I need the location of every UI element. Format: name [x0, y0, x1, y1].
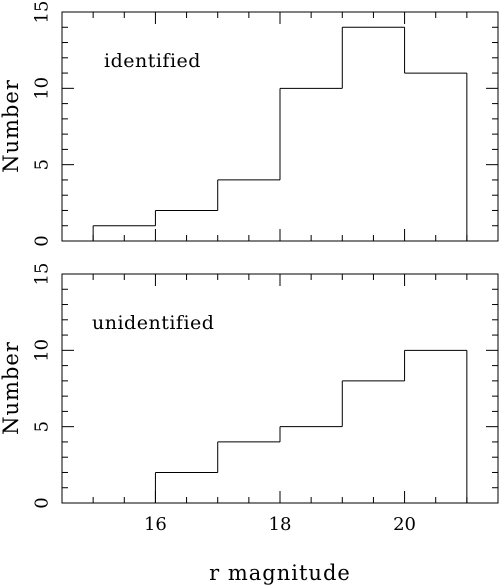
- unidentified-y-tick-label: 15: [32, 263, 53, 286]
- unidentified-y-axis-label: Number: [0, 341, 23, 435]
- identified-histogram-bin: [341, 26, 405, 89]
- identified-histogram-bin: [404, 27, 468, 241]
- unidentified-histogram-bin: [154, 471, 218, 503]
- x-axis-label: r magnitude: [209, 561, 351, 585]
- unidentified-panel: unidentified Number r magnitude 0 5 10 15 16…: [0, 263, 499, 585]
- unidentified-y-tick-label: 0: [32, 497, 53, 508]
- unidentified-histogram-bin: [279, 426, 343, 442]
- unidentified-x-tick-label: 16: [144, 514, 167, 535]
- identified-y-tick-label: 10: [32, 77, 53, 100]
- identified-histogram-bin: [217, 179, 280, 211]
- unidentified-x-tick-label: 20: [393, 514, 416, 535]
- identified-y-axis-label: Number: [0, 79, 23, 173]
- unidentified-x-tick-label: 18: [269, 514, 292, 535]
- identified-histogram-bin: [279, 87, 343, 180]
- identified-histogram-bin: [154, 209, 218, 226]
- unidentified-histogram-bin: [404, 349, 468, 503]
- unidentified-histogram-bin: [217, 441, 280, 473]
- unidentified-y-tick-label: 5: [32, 421, 53, 432]
- unidentified-y-tick-label: 10: [32, 339, 53, 362]
- identified-histogram-bin: [92, 225, 156, 241]
- unidentified-histogram-bin: [341, 380, 405, 427]
- identified-panel: identified Number 0 5 10 15: [0, 1, 499, 247]
- unidentified-panel-label: unidentified: [92, 312, 214, 334]
- unidentified-plot-frame: [61, 273, 499, 504]
- identified-y-tick-label: 5: [32, 159, 53, 170]
- identified-y-tick-label: 15: [32, 1, 53, 24]
- identified-panel-label: identified: [104, 50, 201, 72]
- identified-y-tick-label: 0: [32, 235, 53, 246]
